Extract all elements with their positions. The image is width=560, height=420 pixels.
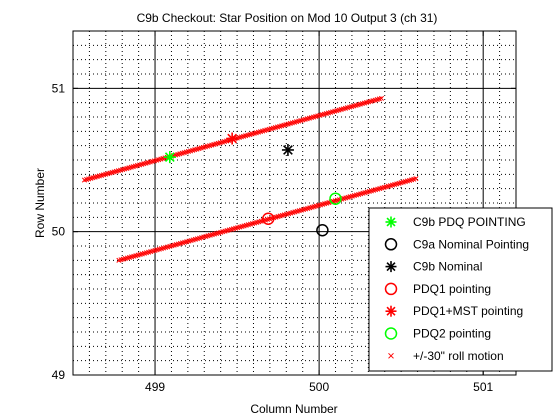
legend-marker — [384, 238, 398, 251]
legend-marker — [385, 305, 397, 317]
y-axis-label: Row Number — [33, 168, 47, 238]
legend-label: +/-30" roll motion — [413, 349, 504, 363]
y-tick-label: 51 — [52, 81, 66, 95]
data-point — [281, 143, 294, 156]
legend-marker — [384, 282, 398, 296]
legend-label: PDQ1 pointing — [413, 282, 491, 296]
roll-motion-lines — [81, 95, 419, 263]
data-point — [261, 212, 275, 226]
x-tick-label: 501 — [473, 380, 493, 394]
x-tick-label: 500 — [309, 380, 329, 394]
legend-marker — [385, 261, 397, 273]
tick-labels: 499 500 501 49 50 51 — [52, 81, 494, 394]
legend-box — [368, 207, 553, 372]
y-tick-label: 50 — [52, 225, 66, 239]
legend-label: C9b PDQ POINTING — [413, 215, 526, 229]
plot-frame — [72, 30, 517, 376]
data-point — [226, 132, 239, 145]
roll-motion-segment — [81, 95, 385, 183]
data-point — [316, 223, 329, 237]
data-point — [163, 151, 176, 164]
legend-label: PDQ1+MST pointing — [413, 304, 523, 318]
x-axis-label: Column Number — [250, 402, 337, 416]
legend-label: PDQ2 pointing — [413, 327, 491, 341]
roll-motion-segment — [116, 176, 419, 263]
y-tick-label: 49 — [52, 368, 66, 382]
legend-marker — [388, 352, 394, 359]
legend-marker — [385, 216, 397, 228]
data-markers — [163, 132, 342, 237]
x-tick-label: 499 — [145, 380, 165, 394]
legend-label: C9a Nominal Pointing — [413, 237, 529, 251]
data-point — [329, 192, 342, 205]
chart-title: C9b Checkout: Star Position on Mod 10 Ou… — [137, 11, 438, 25]
legend: C9b PDQ POINTING C9a Nominal Pointing C9b … — [368, 207, 553, 372]
legend-marker — [384, 327, 398, 340]
legend-label: C9b Nominal — [413, 260, 482, 274]
